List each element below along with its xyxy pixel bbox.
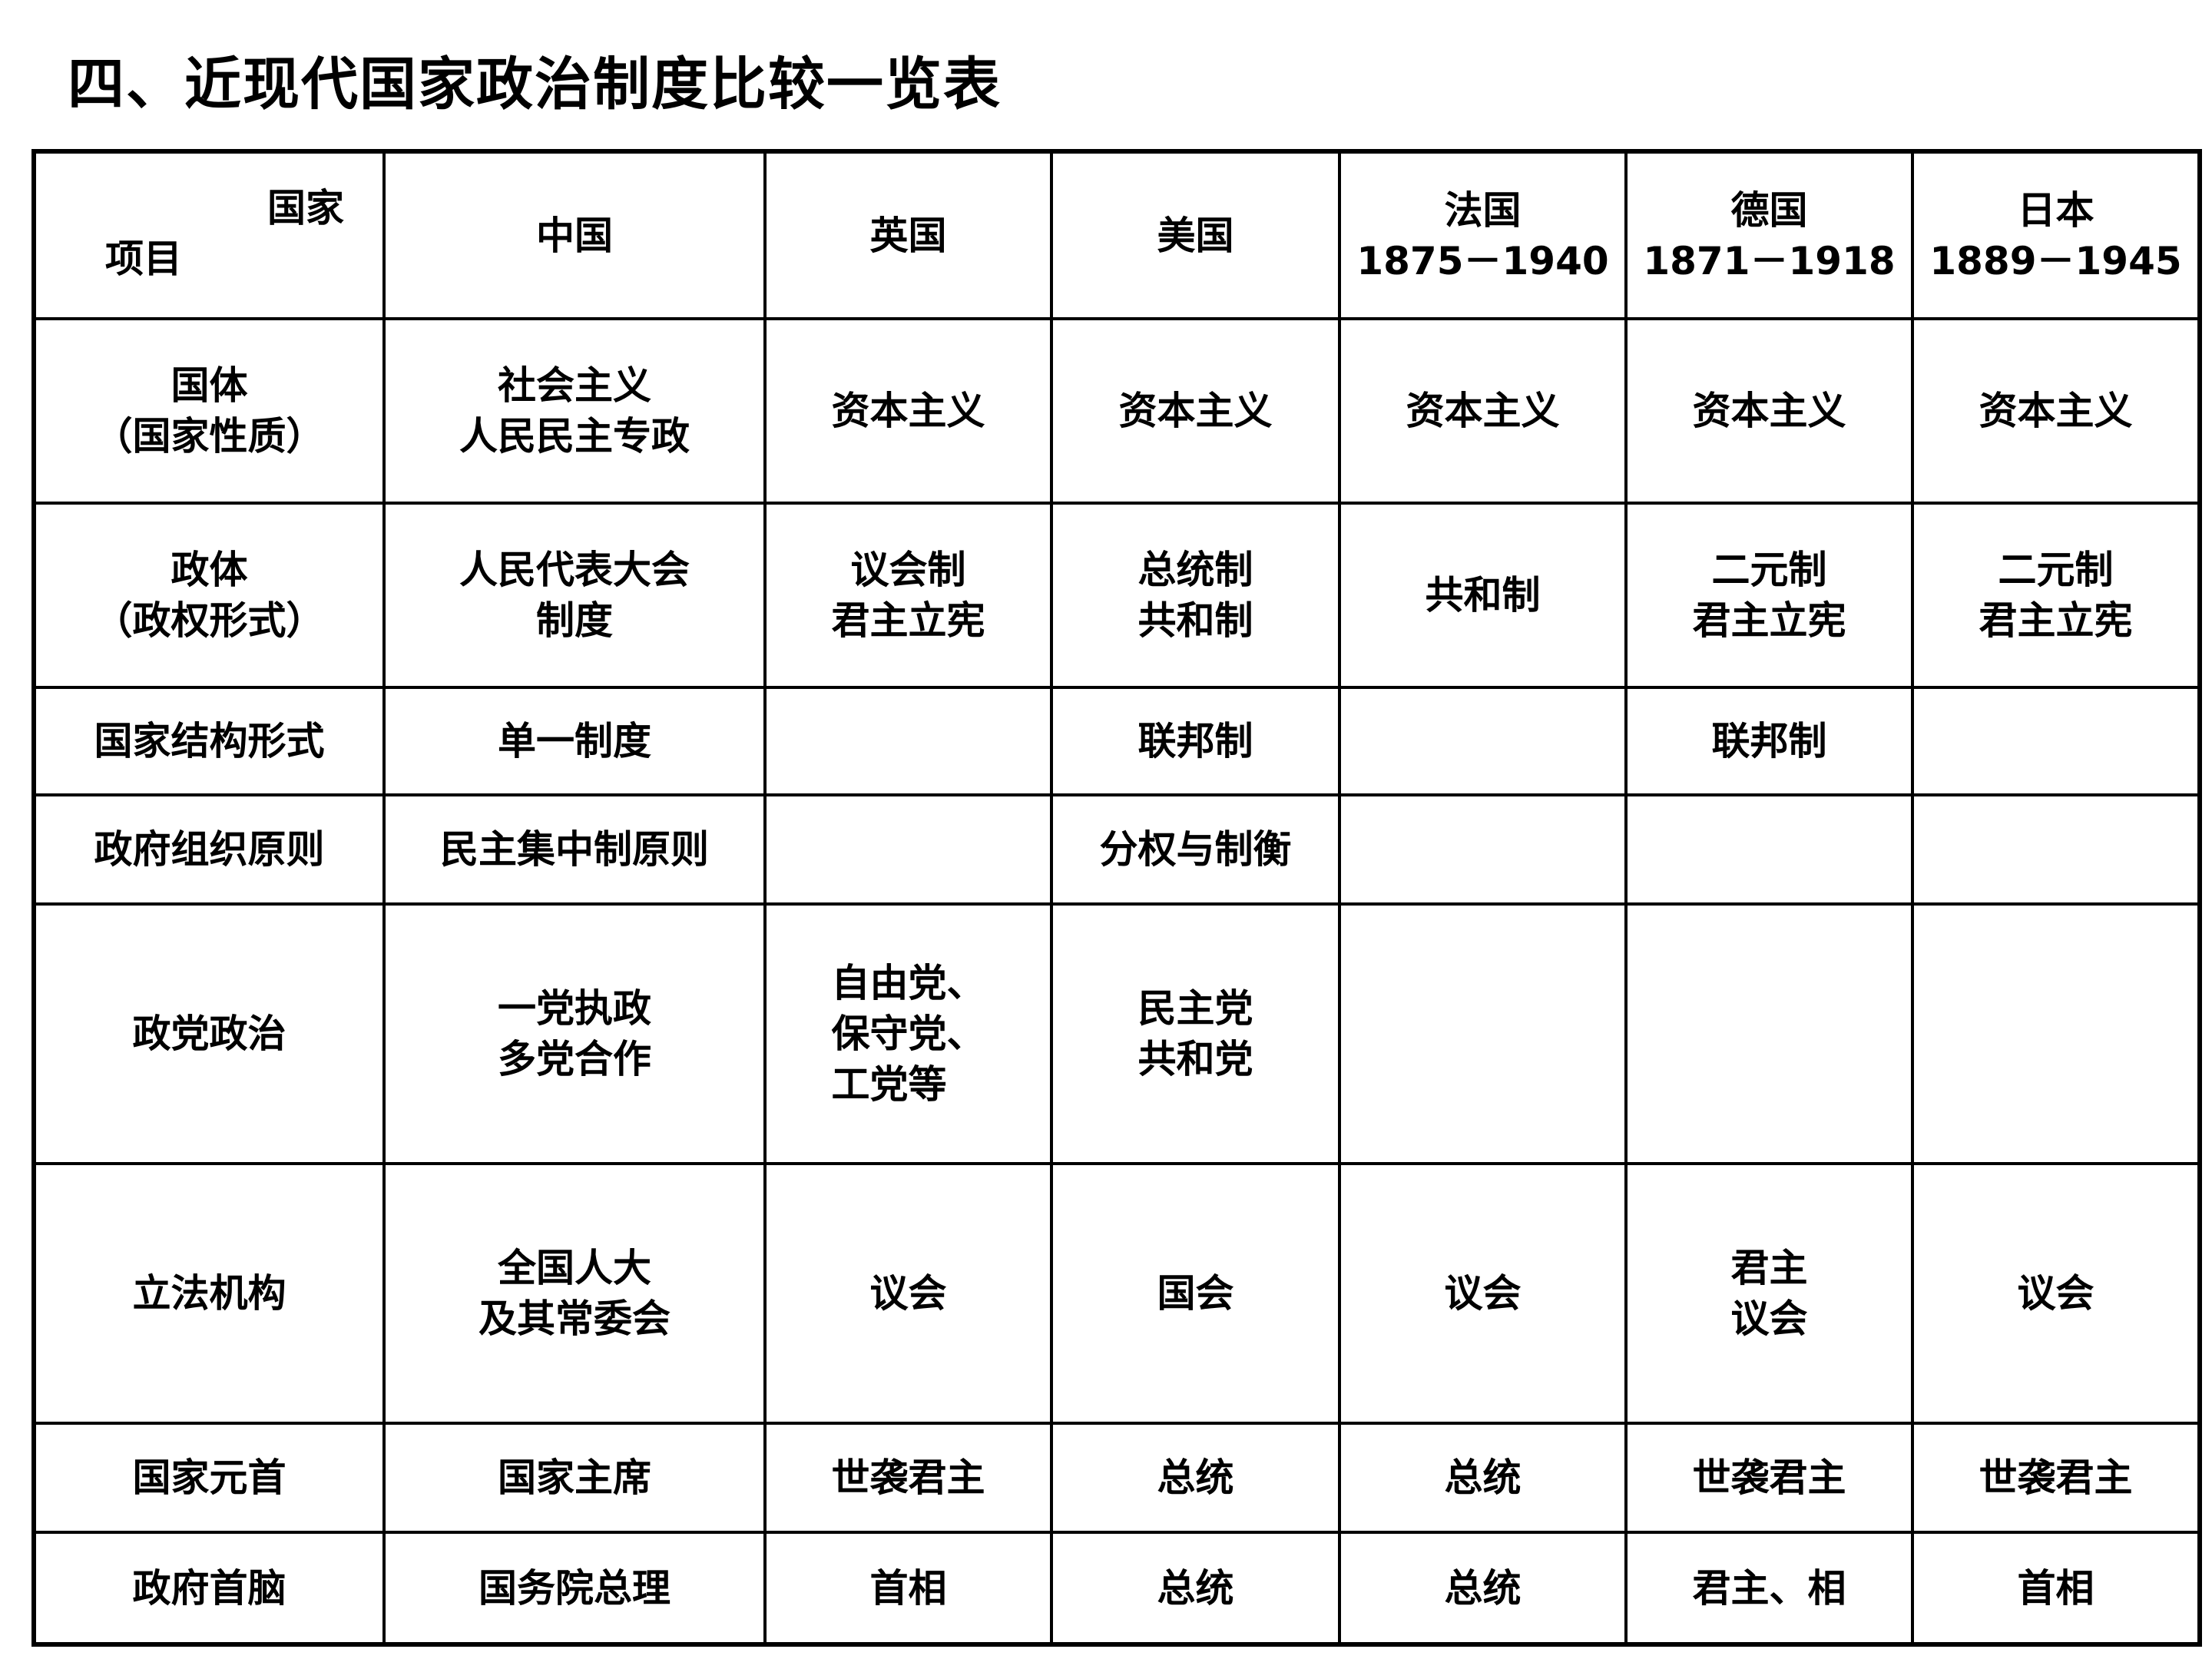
comparison-table: 国家 项目 中国 英国 美国 法国 1875－1940 德国 1871－1918… <box>31 149 2202 1647</box>
table-cell: 国务院总理 <box>382 1531 767 1646</box>
table-cell: 总统制 共和制 <box>1050 502 1341 689</box>
table-cell: 二元制 君主立宪 <box>1624 502 1914 689</box>
table-cell <box>1624 793 1914 906</box>
row-label: 国家结构形式 <box>32 686 386 796</box>
corner-header-cell: 国家 项目 <box>32 150 386 320</box>
table-row: 政党政治 一党执政 多党合作 自由党、 保守党、 工党等 民主党 共和党 <box>32 902 2201 1165</box>
table-cell: 一党执政 多党合作 <box>382 902 767 1165</box>
page-title: 四、近现代国家政治制度比较一览表 <box>68 51 1002 118</box>
row-label: 国家元首 <box>32 1422 386 1534</box>
table-cell: 国会 <box>1050 1162 1341 1425</box>
table-cell: 世袭君主 <box>1624 1422 1914 1534</box>
table-cell <box>1911 902 2201 1165</box>
table-cell: 首相 <box>763 1531 1053 1646</box>
table-row: 国家元首 国家主席 世袭君主 总统 总统 世袭君主 世袭君主 <box>32 1422 2201 1534</box>
table-cell <box>1338 902 1628 1165</box>
table-cell: 议会 <box>1338 1162 1628 1425</box>
table-cell: 资本主义 <box>1338 317 1628 505</box>
table-cell: 二元制 君主立宪 <box>1911 502 2201 689</box>
table-cell <box>1624 902 1914 1165</box>
column-header: 中国 <box>382 150 767 320</box>
cell-text: 自由党、 保守党、 工党等 <box>831 961 985 1107</box>
table-cell: 资本主义 <box>1911 317 2201 505</box>
row-label: 政府组织原则 <box>32 793 386 906</box>
table-cell <box>1911 793 2201 906</box>
table-cell: 议会 <box>763 1162 1053 1425</box>
table-cell: 分权与制衡 <box>1050 793 1341 906</box>
row-label: 政府首脑 <box>32 1531 386 1646</box>
table-cell: 君主、相 <box>1624 1531 1914 1646</box>
table-cell: 世袭君主 <box>1911 1422 2201 1534</box>
table-cell: 联邦制 <box>1050 686 1341 796</box>
table-row: 政府首脑 国务院总理 首相 总统 总统 君主、相 首相 <box>32 1531 2201 1646</box>
column-header: 美国 <box>1050 150 1341 320</box>
table-cell: 国家主席 <box>382 1422 767 1534</box>
corner-item-label: 项目 <box>105 237 182 281</box>
row-label: 政体 （政权形式） <box>32 502 386 689</box>
table-cell: 议会制 君主立宪 <box>763 502 1053 689</box>
table-cell: 首相 <box>1911 1531 2201 1646</box>
table-cell <box>763 793 1053 906</box>
table-cell: 资本主义 <box>1050 317 1341 505</box>
table-row: 政府组织原则 民主集中制原则 分权与制衡 <box>32 793 2201 906</box>
table-cell: 人民代表大会 制度 <box>382 502 767 689</box>
table-cell: 社会主义 人民民主专政 <box>382 317 767 505</box>
row-label: 立法机构 <box>32 1162 386 1425</box>
table-cell: 民主集中制原则 <box>382 793 767 906</box>
table-cell: 单一制度 <box>382 686 767 796</box>
row-label: 国体 （国家性质） <box>32 317 386 505</box>
table-row: 政体 （政权形式） 人民代表大会 制度 议会制 君主立宪 总统制 共和制 共和制 二元制 … <box>32 502 2201 689</box>
column-header: 法国 1875－1940 <box>1338 150 1628 320</box>
table-cell: 资本主义 <box>763 317 1053 505</box>
table-cell <box>1911 686 2201 796</box>
table-cell: 总统 <box>1050 1531 1341 1646</box>
column-header: 德国 1871－1918 <box>1624 150 1914 320</box>
table-cell: 全国人大 及其常委会 <box>382 1162 767 1425</box>
table-cell: 君主 议会 <box>1624 1162 1914 1425</box>
table-cell: 自由党、 保守党、 工党等 <box>763 902 1053 1165</box>
table-cell <box>1338 686 1628 796</box>
column-header: 日本 1889－1945 <box>1911 150 2201 320</box>
table-cell <box>763 686 1053 796</box>
table-cell <box>1338 793 1628 906</box>
header-row: 国家 项目 中国 英国 美国 法国 1875－1940 德国 1871－1918… <box>32 150 2201 320</box>
row-label: 政党政治 <box>32 902 386 1165</box>
column-header: 英国 <box>763 150 1053 320</box>
table-cell: 民主党 共和党 <box>1050 902 1341 1165</box>
corner-country-label: 国家 <box>267 186 344 230</box>
table-cell: 总统 <box>1338 1422 1628 1534</box>
table-row: 国家结构形式 单一制度 联邦制 联邦制 <box>32 686 2201 796</box>
table-cell: 总统 <box>1338 1531 1628 1646</box>
table-row: 立法机构 全国人大 及其常委会 议会 国会 议会 君主 议会 议会 <box>32 1162 2201 1425</box>
table-cell: 世袭君主 <box>763 1422 1053 1534</box>
table-cell: 共和制 <box>1338 502 1628 689</box>
table-cell: 总统 <box>1050 1422 1341 1534</box>
table-cell: 资本主义 <box>1624 317 1914 505</box>
table-row: 国体 （国家性质） 社会主义 人民民主专政 资本主义 资本主义 资本主义 资本主义 资本主义 <box>32 317 2201 505</box>
table-cell: 议会 <box>1911 1162 2201 1425</box>
table-cell: 联邦制 <box>1624 686 1914 796</box>
